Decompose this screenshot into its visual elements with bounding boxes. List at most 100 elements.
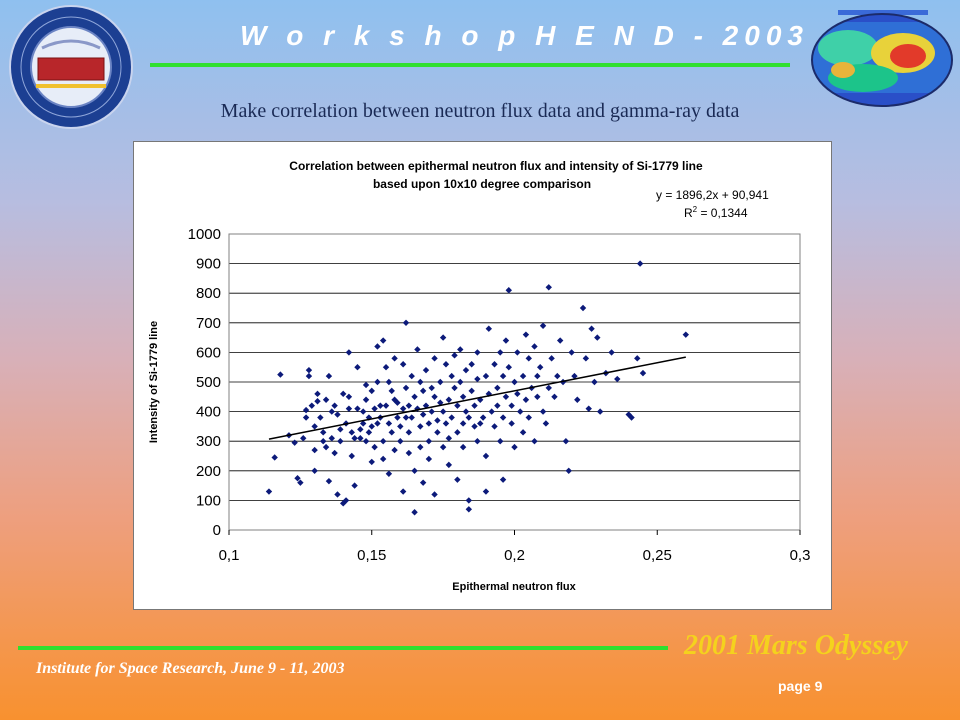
data-point (314, 390, 321, 398)
data-point (362, 396, 370, 403)
data-point (322, 443, 330, 451)
data-point (368, 458, 375, 466)
data-point (522, 331, 530, 338)
data-point (300, 435, 307, 442)
data-point (454, 402, 461, 409)
trendline (268, 356, 686, 440)
data-point (348, 429, 355, 436)
data-point (388, 429, 395, 436)
data-point (357, 426, 364, 433)
data-point (331, 449, 338, 457)
data-point (485, 325, 493, 332)
data-point (534, 372, 541, 380)
data-point (462, 366, 470, 374)
data-point (425, 455, 433, 463)
data-point (334, 491, 341, 498)
x-tick-label: 0,15 (357, 547, 386, 564)
data-point (465, 506, 473, 513)
data-point (542, 420, 550, 427)
data-point (419, 387, 427, 395)
data-point (439, 408, 447, 415)
data-point (457, 378, 464, 386)
y-tick-label: 800 (196, 285, 221, 302)
data-point (328, 435, 335, 442)
scatter-chart-panel: Correlation between epithermal neutron f… (133, 141, 832, 610)
data-point (574, 396, 581, 403)
data-point (362, 438, 370, 445)
data-point (491, 423, 498, 430)
data-point (499, 414, 507, 421)
data-point (302, 406, 310, 414)
data-point (388, 387, 395, 395)
data-point (451, 384, 458, 392)
data-point (334, 411, 341, 418)
data-point (394, 399, 401, 406)
data-point (314, 398, 321, 405)
data-point (337, 438, 344, 445)
data-point (351, 482, 358, 489)
data-point (536, 364, 544, 371)
data-point (468, 361, 475, 368)
data-point (357, 435, 364, 442)
data-point (317, 414, 324, 421)
data-point (411, 467, 418, 474)
data-point (474, 438, 481, 445)
data-point (371, 405, 378, 412)
data-point (588, 325, 595, 332)
page-number: page 9 (778, 678, 823, 694)
data-point (385, 378, 393, 386)
data-point (482, 452, 490, 460)
data-point (579, 304, 587, 312)
data-point (294, 475, 301, 482)
data-point (505, 287, 512, 294)
hend-logo-icon (9, 5, 133, 129)
bottom-divider (18, 646, 668, 650)
data-point (385, 470, 393, 477)
data-point (582, 355, 590, 362)
data-point (417, 443, 424, 451)
data-point (508, 402, 515, 409)
y-tick-label: 0 (213, 522, 221, 539)
data-point (345, 393, 353, 400)
data-point (411, 509, 418, 516)
data-point (419, 479, 427, 486)
data-point (422, 366, 430, 374)
data-point (328, 408, 335, 415)
data-point (594, 334, 601, 341)
scatter-points (265, 260, 689, 516)
data-point (374, 378, 381, 386)
x-tick-label: 0,25 (643, 547, 672, 564)
data-point (639, 369, 647, 377)
data-point (439, 334, 447, 341)
data-point (445, 396, 453, 403)
y-tick-label: 900 (196, 256, 221, 273)
data-point (514, 390, 521, 398)
data-point (634, 355, 641, 362)
y-tick-label: 1000 (188, 226, 221, 243)
data-point (474, 349, 481, 356)
data-point (402, 384, 410, 392)
data-point (379, 455, 387, 463)
data-point (411, 393, 418, 400)
y-tick-label: 500 (196, 374, 221, 391)
data-point (471, 423, 478, 430)
data-point (405, 449, 413, 457)
data-point (614, 375, 621, 383)
data-point (277, 371, 284, 378)
data-point (291, 439, 298, 446)
data-point (382, 364, 390, 371)
data-point (591, 378, 598, 386)
data-point (494, 402, 501, 409)
data-point (399, 488, 407, 495)
data-point (305, 366, 313, 374)
x-axis-label: Epithermal neutron flux (452, 581, 576, 593)
scatter-chart: Correlation between epithermal neutron f… (148, 159, 810, 593)
data-point (374, 343, 381, 350)
data-point (556, 337, 564, 344)
data-point (431, 393, 438, 400)
data-point (539, 322, 547, 329)
data-point (636, 260, 644, 267)
data-point (308, 402, 315, 409)
data-point (362, 381, 370, 389)
data-point (359, 408, 367, 415)
